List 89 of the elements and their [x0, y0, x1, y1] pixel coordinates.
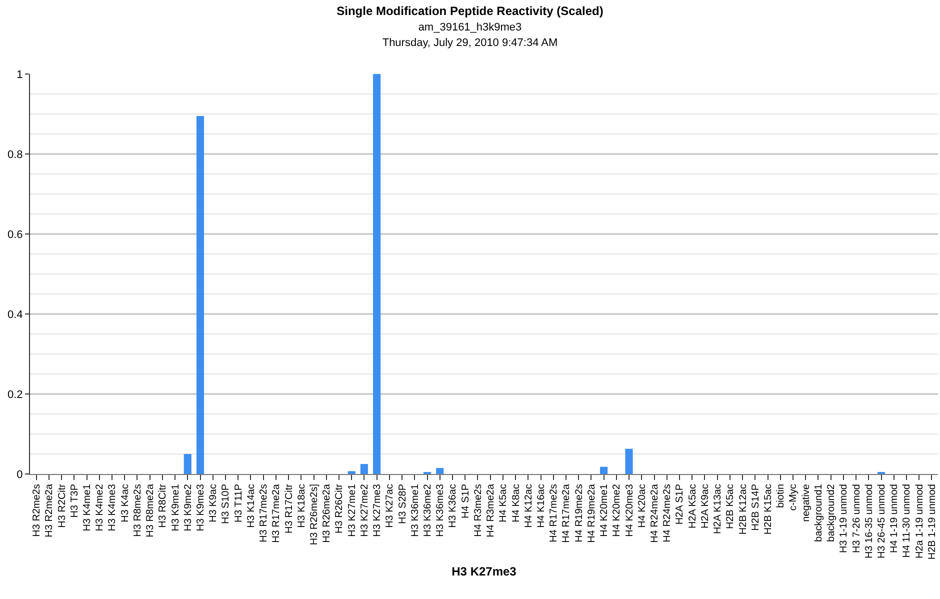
x-tick-label: H4 R3me2a [486, 484, 497, 538]
x-tick-label: H2A S1P [674, 484, 686, 525]
y-tick-label: 0.8 [8, 148, 23, 161]
x-tick-label: c-Myc [788, 484, 800, 511]
x-tick-label: H4 R3me2s [472, 484, 484, 537]
x-tick-label: H4 K12ac [523, 484, 534, 528]
x-tick-label: H3 R26me2a [322, 484, 333, 543]
x-tick-label: H3 R8me2a [145, 484, 156, 538]
x-tick-label: H3 K9me3 [196, 484, 206, 532]
x-tick-label: H4 R24me2a [650, 484, 660, 543]
chart-subtitle: am_39161_h3k9me3 Thursday, July 29, 2010 9:47:34 AM [382, 22, 558, 50]
x-tick-label: H3 S28P [397, 484, 408, 524]
x-tick-label: H4 S1P [460, 484, 472, 518]
y-tick-label: 0.4 [8, 308, 23, 321]
x-tick-label: background2 [826, 484, 838, 542]
x-tick-label: H4 R19me2s [574, 484, 585, 542]
x-tick-label: H4 K16ac [536, 484, 547, 528]
x-tick-label: H4 R24me2s [662, 484, 674, 542]
x-tick-label: H3 K27me1 [346, 484, 358, 537]
x-tick-label: H3 K4ac [120, 484, 131, 522]
y-tick-label: 0.6 [8, 228, 23, 241]
x-tick-label: H2B 1-19 unmod [926, 484, 938, 560]
x-tick-label: H2A K9ac [700, 484, 711, 528]
x-tick-label: H3 R2me2a [44, 484, 56, 538]
x-tick-label: H3 K4me1 [82, 484, 93, 532]
x-tick-label: H3 K18ac [296, 484, 308, 528]
x-tick-label: biotin [776, 484, 787, 508]
bar [196, 116, 204, 474]
x-tick-label: H3 K4me2 [94, 484, 106, 532]
x-tick-label: H3 K27me2 [359, 484, 370, 537]
x-tick-label: H3 R26Citr [334, 483, 346, 534]
x-tick-label: H3 K9me2 [182, 484, 194, 532]
x-tick-label: H4 K20ac [636, 484, 648, 528]
x-tick-label: H3 T3P [69, 484, 80, 518]
x-tick-label: H4 K20me3 [624, 484, 636, 537]
y-tick-label: 0 [16, 468, 23, 481]
x-tick-label: H2B S14P [750, 484, 762, 531]
x-tick-label: H4 K20me1 [599, 484, 610, 537]
x-tick-label: H4 K5ac [498, 484, 510, 522]
bar [348, 471, 356, 474]
x-tick-label: H3 R17me2a [271, 484, 282, 543]
bar [360, 464, 368, 474]
x-tick-label: H4 R17me2s [548, 484, 560, 542]
x-tick-label: H3 R26me2s] [309, 484, 320, 546]
x-tick-label: H3 K36ac [448, 484, 459, 528]
x-tick-label: H2A K5ac [687, 484, 698, 528]
x-axis-title: H3 K27me3 [452, 564, 517, 579]
x-tick-label: H3 R8Citr [158, 483, 169, 528]
x-tick-label: H3 R2me2s [32, 484, 43, 537]
x-tick-label: H3 K9me1 [170, 484, 182, 532]
x-tick-label: H3 R2Citr [56, 483, 68, 528]
x-tick-label: H4 R19me2a [586, 484, 598, 543]
x-tick-label: H3 R17me2s [258, 484, 270, 542]
x-tick-label: H2B K15ac [763, 484, 774, 535]
chart-title: Single Modification Peptide Reactivity (Scaled) [336, 4, 604, 18]
x-tick-label: H3 K14ac [246, 484, 257, 528]
x-tick-label: H3 K36me3 [435, 484, 446, 537]
x-tick-label: negative [800, 484, 812, 522]
x-tick-label: H3 7-26 unmod [851, 484, 862, 553]
x-tick-label: H2B K5ac [725, 484, 736, 530]
bar [436, 468, 444, 474]
x-tick-label: H3 K27me3 [372, 484, 384, 537]
y-tick-label: 1 [16, 68, 23, 81]
x-tick-label: H3 S10P [220, 484, 232, 524]
bar [373, 74, 381, 474]
bar [600, 466, 608, 474]
x-tick-label: H3 R8me2s [132, 484, 144, 537]
x-tick-label: H4 R17me2a [561, 484, 572, 543]
x-tick-label: H3 16-35 unmod [864, 484, 875, 558]
bar [625, 448, 633, 474]
x-tick-label: H3 K27ac [384, 484, 396, 528]
x-tick-label: H3 K4me3 [107, 484, 118, 532]
x-tick-label: H4 1-19 unmod [889, 484, 900, 553]
x-tick-label: H3 K36me2 [422, 484, 434, 537]
x-tick-label: H2a 1-19 unmod [914, 484, 926, 558]
x-tick-label: H2B K12ac [738, 484, 749, 535]
x-tick-label: H3 T11P [233, 484, 244, 523]
x-tick-label: H4 K8ac [510, 484, 522, 522]
x-tick-label: H3 K36me1 [410, 484, 421, 537]
x-tick-label: H3 K9ac [208, 484, 220, 522]
x-tick-label: H3 1-19 unmod [838, 484, 850, 553]
x-tick-label: H4 11-30 unmod [902, 484, 913, 558]
x-tick-label: H4 K20me2 [612, 484, 623, 537]
x-tick-label: H3 26-45 unmod [876, 484, 888, 558]
x-tick-label: background1 [813, 484, 824, 542]
x-tick-label: H2A K13ac [712, 484, 724, 534]
bar [184, 454, 192, 474]
y-tick-label: 0.2 [8, 388, 23, 401]
x-tick-label: H3 R17Citr [284, 483, 295, 534]
